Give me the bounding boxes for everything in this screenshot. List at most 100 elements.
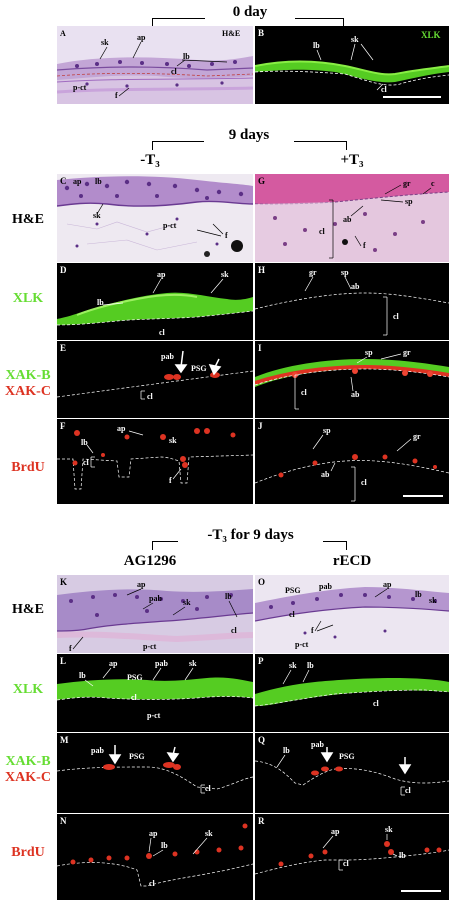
- panel-k-he: K ap pab sk lb cl f p-ct: [57, 575, 253, 653]
- svg-text:sp: sp: [341, 268, 349, 277]
- svg-text:ab: ab: [351, 390, 360, 399]
- row-label-xakc-1: XAK-C: [5, 384, 51, 399]
- panel-l-xlk: L ap lb PSG cl pab sk p-ct: [57, 654, 253, 732]
- panel-i-xak: I sp gr cl ab: [255, 341, 449, 418]
- svg-text:ab: ab: [343, 215, 352, 224]
- panel-b-xlk: B XLK lb sk cl: [255, 26, 449, 104]
- svg-text:f: f: [363, 241, 366, 250]
- svg-text:lb: lb: [307, 661, 314, 670]
- svg-text:ap: ap: [331, 827, 340, 836]
- svg-text:cl: cl: [343, 859, 350, 868]
- svg-text:sk: sk: [221, 270, 229, 279]
- svg-text:cl: cl: [149, 879, 156, 888]
- panel-r-letter: R: [258, 816, 265, 826]
- svg-text:sk: sk: [189, 659, 197, 668]
- svg-text:pab: pab: [91, 746, 104, 755]
- panel-o-letter: O: [258, 577, 265, 587]
- svg-text:cl: cl: [301, 388, 308, 397]
- panel-l-image: L ap lb PSG cl pab sk p-ct: [57, 654, 253, 732]
- svg-text:lb: lb: [161, 841, 168, 850]
- svg-text:gr: gr: [413, 432, 421, 441]
- svg-text:ap: ap: [137, 580, 146, 589]
- svg-text:ab: ab: [351, 282, 360, 291]
- svg-text:f: f: [225, 231, 228, 240]
- panel-i-image: I sp gr cl ab: [255, 341, 449, 418]
- svg-text:sk: sk: [385, 825, 393, 834]
- svg-text:sk: sk: [93, 211, 101, 220]
- svg-text:lb: lb: [415, 590, 422, 599]
- panel-d-xlk: D ap sk lb cl: [57, 263, 253, 340]
- panel-b-letter: B: [258, 28, 264, 38]
- svg-text:cl: cl: [171, 67, 178, 76]
- svg-text:ap: ap: [383, 580, 392, 589]
- panel-b-tag: XLK: [421, 30, 441, 40]
- svg-text:ap: ap: [149, 829, 158, 838]
- svg-text:f: f: [115, 91, 118, 100]
- svg-text:sp: sp: [405, 197, 413, 206]
- svg-text:p-ct: p-ct: [295, 640, 309, 649]
- svg-text:cl: cl: [83, 458, 90, 467]
- panel-p-xlk: P sk lb cl: [255, 654, 449, 732]
- panel-g-he: G gr c sp ab cl f: [255, 174, 449, 262]
- svg-text:f: f: [169, 476, 172, 485]
- svg-text:p-ct: p-ct: [73, 83, 87, 92]
- svg-text:pab: pab: [161, 352, 174, 361]
- panel-j-letter: J: [258, 421, 263, 431]
- svg-text:lb: lb: [313, 41, 320, 50]
- row-label-he-2: H&E: [12, 602, 44, 617]
- panel-a-tag: H&E: [222, 29, 240, 38]
- svg-text:sk: sk: [205, 829, 213, 838]
- svg-text:gr: gr: [309, 268, 317, 277]
- svg-text:lb: lb: [283, 746, 290, 755]
- svg-text:cl: cl: [205, 784, 212, 793]
- panel-r-image: R ap sk cl lb: [255, 814, 449, 900]
- panel-q-letter: Q: [258, 735, 265, 745]
- svg-text:lb: lb: [95, 177, 102, 186]
- col-head-minus-t3: -T₃: [140, 152, 160, 168]
- svg-text:PSG: PSG: [285, 586, 301, 595]
- panel-p-letter: P: [258, 656, 264, 666]
- panel-b-image: B XLK lb sk cl: [255, 26, 449, 104]
- svg-text:ap: ap: [109, 659, 118, 668]
- svg-text:pab: pab: [311, 740, 324, 749]
- panel-q-image: Q lb pab PSG cl: [255, 733, 449, 813]
- panel-q-xak: Q lb pab PSG cl: [255, 733, 449, 813]
- svg-text:cl: cl: [319, 227, 326, 236]
- panel-f-brdu: F ap lb cl sk f: [57, 419, 253, 504]
- panel-f-letter: F: [60, 421, 66, 431]
- svg-text:ap: ap: [157, 270, 166, 279]
- row-label-xakb-2: XAK-B: [5, 754, 51, 769]
- svg-text:c: c: [431, 179, 435, 188]
- panel-r-scalebar: [401, 890, 441, 892]
- col-head-ag1296: AG1296: [123, 553, 177, 569]
- nine-days-title: 9 days: [204, 127, 294, 144]
- svg-text:cl: cl: [289, 610, 296, 619]
- svg-text:cl: cl: [361, 478, 368, 487]
- panel-b-scalebar: [383, 96, 441, 98]
- panel-r-brdu: R ap sk cl lb: [255, 814, 449, 900]
- svg-text:sk: sk: [183, 598, 191, 607]
- svg-text:ap: ap: [73, 177, 82, 186]
- panel-f-image: F ap lb cl sk f: [57, 419, 253, 504]
- svg-text:sp: sp: [365, 348, 373, 357]
- svg-text:ap: ap: [117, 424, 126, 433]
- panel-c-letter: C: [60, 176, 67, 186]
- svg-text:f: f: [311, 626, 314, 635]
- svg-text:ap: ap: [137, 33, 146, 42]
- row-label-xlk-2: XLK: [12, 682, 44, 697]
- panel-m-letter: M: [60, 735, 69, 745]
- panel-c-image: C ap lb sk p-ct f: [57, 174, 253, 262]
- svg-text:cl: cl: [381, 85, 388, 94]
- svg-text:PSG: PSG: [129, 752, 145, 761]
- svg-text:gr: gr: [403, 179, 411, 188]
- svg-text:p-ct: p-ct: [143, 642, 157, 651]
- panel-i-letter: I: [258, 343, 262, 353]
- col-head-plus-t3: +T₃: [340, 152, 364, 168]
- svg-text:cl: cl: [393, 312, 400, 321]
- svg-text:f: f: [69, 644, 72, 653]
- panel-n-brdu: N ap lb sk cl: [57, 814, 253, 900]
- svg-text:sk: sk: [289, 661, 297, 670]
- panel-m-xak: M pab PSG cl: [57, 733, 253, 813]
